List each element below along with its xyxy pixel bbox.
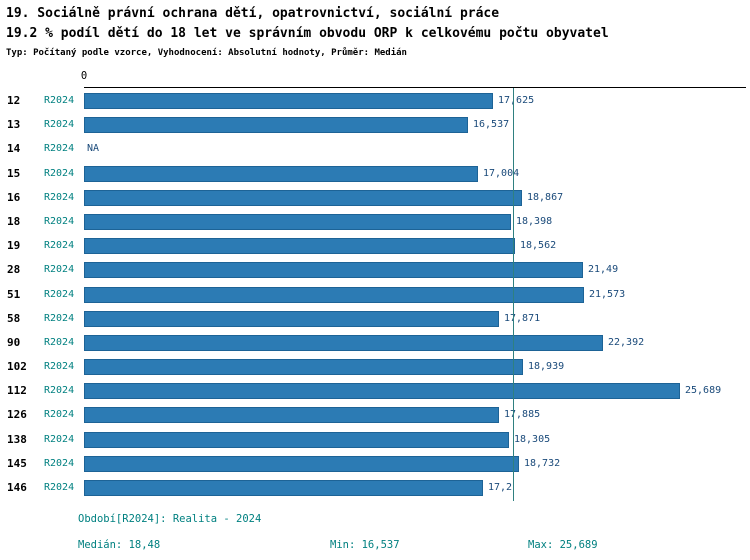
chart-subtitle: Typ: Počítaný podle vzorce, Vyhodnocení:… <box>6 48 407 58</box>
chart-title-line1: 19. Sociálně právní ochrana dětí, opatro… <box>6 6 500 21</box>
row-na-label: NA <box>87 143 100 155</box>
row-series-label: R2024 <box>44 457 75 469</box>
bar <box>84 310 499 327</box>
bar-value-label: 17,871 <box>504 312 541 324</box>
chart-row: 28 R2024 21,49 <box>0 258 750 282</box>
bar <box>84 238 515 255</box>
row-series-label: R2024 <box>44 167 75 179</box>
row-series-label: R2024 <box>44 361 75 373</box>
chart-row: 146 R2024 17,2 <box>0 476 750 500</box>
bar <box>84 359 523 376</box>
row-series-label: R2024 <box>44 312 75 324</box>
row-series-label: R2024 <box>44 433 75 445</box>
row-category-label: 15 <box>7 166 21 180</box>
row-series-label: R2024 <box>44 409 75 421</box>
chart-row: 102 R2024 18,939 <box>0 355 750 379</box>
chart-row: 51 R2024 21,573 <box>0 283 750 307</box>
bar <box>84 334 603 351</box>
bar-value-label: 18,867 <box>527 191 564 203</box>
row-category-label: 12 <box>7 94 21 107</box>
chart-row: 14 R2024 NA <box>0 137 750 161</box>
row-category-label: 51 <box>7 287 21 301</box>
x-axis-line <box>84 87 746 88</box>
row-series-label: R2024 <box>44 215 75 227</box>
bar-value-label: 18,939 <box>528 361 565 373</box>
chart-title-line2: 19.2 % podíl dětí do 18 let ve správním … <box>6 26 609 41</box>
row-series-label: R2024 <box>44 385 75 397</box>
footer-period: Období[R2024]: Realita - 2024 <box>78 513 262 525</box>
bar <box>84 455 519 472</box>
bar-value-label: 18,398 <box>516 215 553 227</box>
bar <box>84 407 499 424</box>
row-series-label: R2024 <box>44 240 75 252</box>
bar-value-label: 18,305 <box>514 433 551 445</box>
row-category-label: 126 <box>7 408 27 422</box>
bar-value-label: 18,562 <box>520 240 557 252</box>
row-category-label: 146 <box>7 481 27 494</box>
chart-row: 18 R2024 18,398 <box>0 210 750 234</box>
row-category-label: 28 <box>7 263 21 277</box>
row-series-label: R2024 <box>44 264 75 276</box>
chart-row: 90 R2024 22,392 <box>0 331 750 355</box>
x-axis-zero-label: 0 <box>80 70 88 82</box>
chart-row: 16 R2024 18,867 <box>0 186 750 210</box>
row-series-label: R2024 <box>44 95 75 106</box>
row-series-label: R2024 <box>44 119 75 131</box>
bar <box>84 431 509 448</box>
row-series-label: R2024 <box>44 336 75 348</box>
bar-value-label: 21,49 <box>588 264 619 276</box>
row-category-label: 18 <box>7 214 21 228</box>
chart-row: 126 R2024 17,885 <box>0 403 750 427</box>
row-series-label: R2024 <box>44 191 75 203</box>
row-series-label: R2024 <box>44 288 75 300</box>
bar <box>84 213 511 230</box>
bar-value-label: 18,732 <box>524 457 561 469</box>
bar <box>84 262 583 279</box>
bar <box>84 93 493 109</box>
bar-value-label: 17,004 <box>483 167 520 179</box>
bar-rows: 12 R2024 17,625 13 R2024 16,537 14 R2024 NA 15 R20… <box>0 89 750 500</box>
row-category-label: 58 <box>7 311 21 325</box>
bar <box>84 117 468 134</box>
bar-value-label: 16,537 <box>473 119 510 131</box>
footer-median: Medián: 18,48 <box>78 539 161 551</box>
chart-row: 13 R2024 16,537 <box>0 113 750 137</box>
chart-row: 12 R2024 17,625 <box>0 89 750 113</box>
chart-row: 112 R2024 25,689 <box>0 379 750 403</box>
chart-row: 19 R2024 18,562 <box>0 234 750 258</box>
row-series-label: R2024 <box>44 143 75 155</box>
bar-value-label: 22,392 <box>608 336 645 348</box>
bar <box>84 165 478 182</box>
row-category-label: 13 <box>7 118 21 132</box>
chart-row: 138 R2024 18,305 <box>0 428 750 452</box>
row-category-label: 145 <box>7 456 27 470</box>
bar-value-label: 21,573 <box>589 288 626 300</box>
row-category-label: 14 <box>7 142 21 156</box>
bar <box>84 189 522 206</box>
row-category-label: 19 <box>7 239 21 253</box>
chart-row: 58 R2024 17,871 <box>0 307 750 331</box>
bar <box>84 480 483 496</box>
row-category-label: 16 <box>7 190 21 204</box>
row-series-label: R2024 <box>44 482 75 493</box>
median-line <box>513 88 514 501</box>
bar-value-label: 17,2 <box>488 482 513 493</box>
row-category-label: 138 <box>7 432 27 446</box>
bar-value-label: 25,689 <box>685 385 722 397</box>
row-category-label: 102 <box>7 360 27 374</box>
bar <box>84 383 680 400</box>
chart-row: 145 R2024 18,732 <box>0 452 750 476</box>
row-category-label: 112 <box>7 384 27 398</box>
chart-row: 15 R2024 17,004 <box>0 162 750 186</box>
footer-min: Min: 16,537 <box>330 539 400 551</box>
bar-value-label: 17,885 <box>504 409 541 421</box>
row-category-label: 90 <box>7 335 21 349</box>
bar-value-label: 17,625 <box>498 95 535 106</box>
bar <box>84 286 584 303</box>
footer-max: Max: 25,689 <box>528 539 598 551</box>
